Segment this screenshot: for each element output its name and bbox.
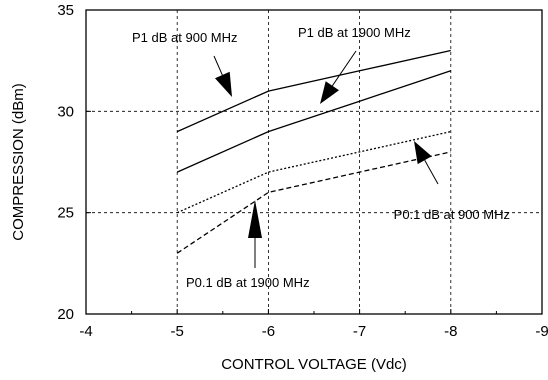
annotation-arrow-head-4 [248,200,262,238]
y-tick-label: 20 [57,306,74,323]
y-tick-label: 25 [57,205,74,222]
annotation-label-1: P1 dB at 900 MHz [132,30,238,45]
x-tick-label: -5 [171,323,184,340]
series-line-1 [176,49,451,133]
annotation-label-4: P0.1 dB at 1900 MHz [186,275,310,290]
tick-labels: -4 -5 -6 -7 -8 -9 20 25 30 35 [57,2,548,340]
annotation-arrow-head-2 [320,81,339,104]
x-tick-label: -8 [444,323,457,340]
annotation-arrow-shaft-1 [213,55,223,76]
x-tick-label: -6 [262,323,275,340]
series-lines [176,49,452,254]
annotation-label-3: P0.1 dB at 900 MHz [394,207,510,222]
annotation-arrow-shaft-2 [331,50,357,87]
annotation-label-2: P1 dB at 1900 MHz [298,25,411,40]
y-tick-label: 35 [57,2,74,19]
grid-lines [86,10,542,314]
annotation-labels: P1 dB at 900 MHz P1 dB at 1900 MHz P0.1 dB… [132,25,510,290]
series-line-4 [176,151,451,254]
series-line-2 [176,70,452,173]
x-tick-label: -9 [535,323,548,340]
x-tick-label: -7 [353,323,366,340]
y-tick-label: 30 [57,103,74,120]
x-axis-title: CONTROL VOLTAGE (Vdc) [221,356,407,373]
annotation-arrow-head-3 [414,141,432,165]
series-line-3 [176,130,451,214]
annotation-arrows [213,50,439,268]
axis-ticks [85,9,543,315]
x-tick-label: -4 [79,323,92,340]
y-axis-title: COMPRESSION (dBm) [10,83,27,241]
annotation-arrow-head-1 [215,71,232,97]
annotation-arrow-shaft-3 [424,159,439,185]
plot-frame [85,9,543,315]
